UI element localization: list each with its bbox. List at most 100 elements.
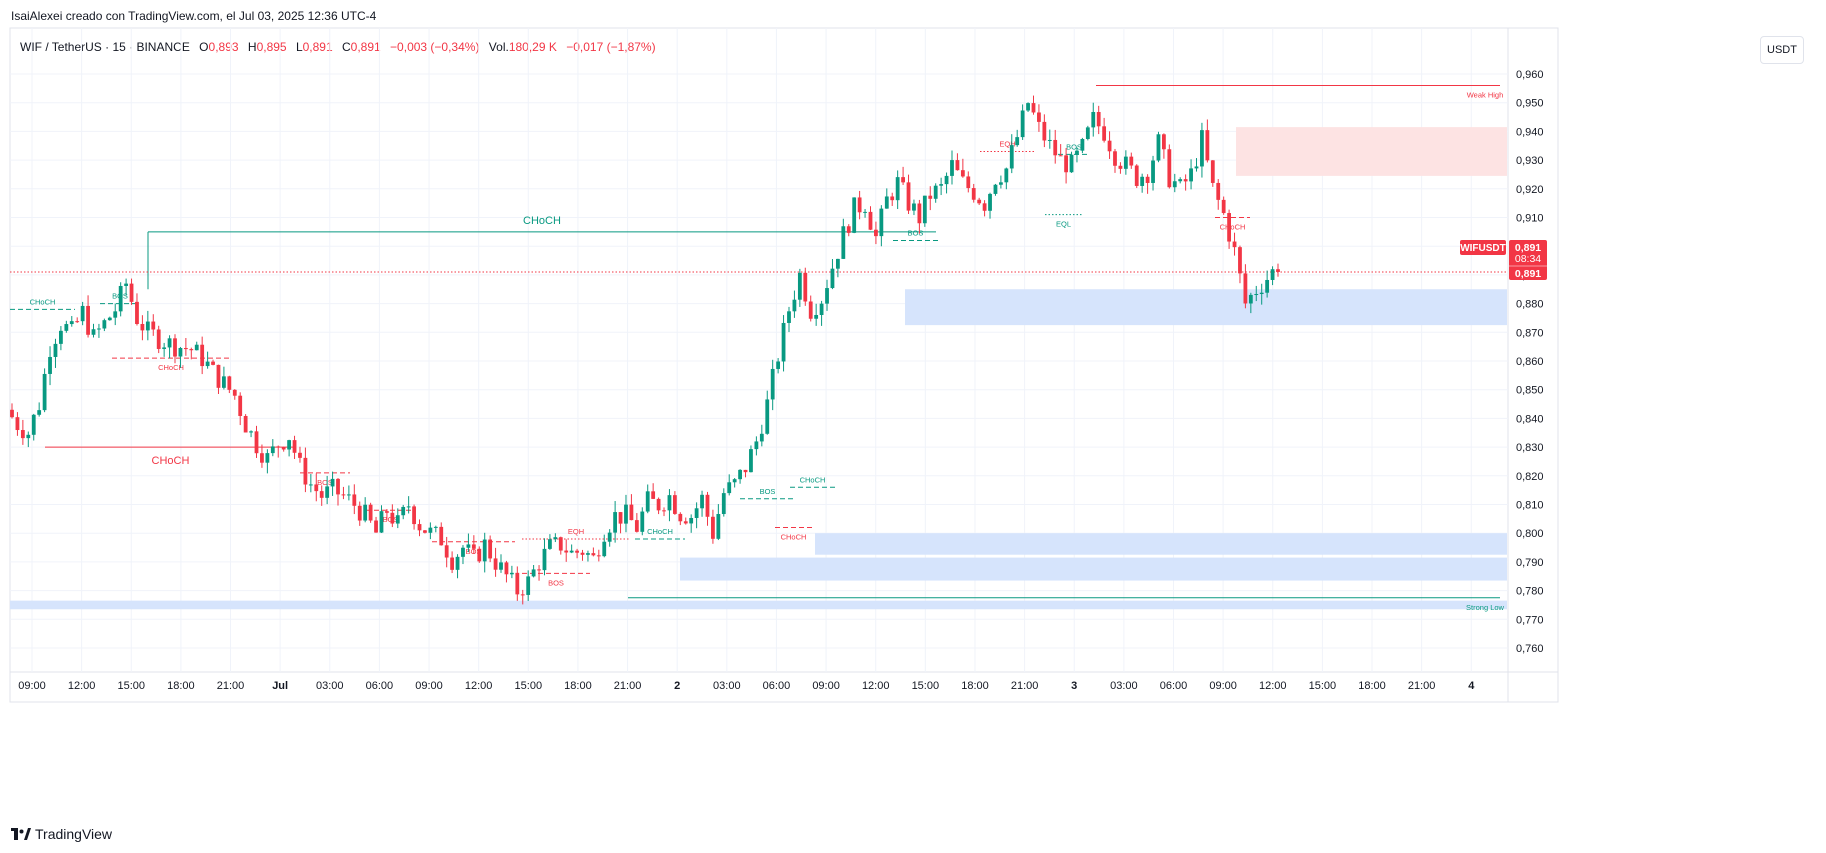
candle-body	[841, 226, 846, 259]
candle-body	[607, 532, 612, 542]
candle-body	[173, 338, 177, 357]
candle-body	[1276, 269, 1280, 273]
candle-body	[988, 193, 992, 211]
candle-body	[1232, 241, 1237, 248]
tradingview-logo[interactable]: TradingView	[11, 826, 112, 842]
x-tick-label: 03:00	[713, 680, 741, 692]
candle-body	[37, 410, 42, 415]
structure-label: CHoCH	[152, 455, 190, 467]
change-value: −0,003 (−0,34%)	[390, 40, 480, 54]
candle-body	[15, 417, 20, 431]
candle-body	[683, 521, 688, 524]
candle-body	[1221, 199, 1226, 214]
candle-body	[314, 484, 319, 492]
candle-body	[156, 329, 161, 349]
candle-body	[1009, 145, 1014, 169]
candle-body	[874, 229, 878, 237]
candle-body	[1004, 168, 1009, 183]
x-tick-label: 09:00	[812, 680, 840, 692]
candle-body	[1113, 151, 1117, 166]
x-tick-label: 09:00	[18, 680, 46, 692]
candle-body	[254, 431, 259, 454]
candle-body	[884, 196, 889, 209]
candle-body	[303, 457, 308, 485]
candle-body	[1134, 165, 1139, 186]
candle-body	[781, 322, 786, 362]
candle-body	[966, 176, 971, 189]
candle-body	[499, 562, 503, 570]
candle-body	[216, 364, 221, 388]
candle-body	[444, 545, 449, 558]
candle-body	[960, 170, 965, 177]
candle-body	[743, 469, 748, 473]
candle-body	[124, 283, 129, 286]
candle-body	[352, 494, 357, 506]
candle-body	[482, 539, 487, 562]
candle-body	[1031, 103, 1036, 113]
candle-body	[433, 526, 438, 528]
candle-body	[732, 479, 737, 483]
x-tick-label: 15:00	[515, 680, 543, 692]
candle-body	[140, 323, 145, 331]
candle-body	[640, 511, 645, 532]
symbol-name[interactable]: WIF / TetherUS · 15 · BINANCE	[20, 40, 190, 54]
open-label: O	[199, 40, 209, 54]
candle-body	[1243, 273, 1248, 304]
x-tick-label: 12:00	[465, 680, 493, 692]
candle-body	[1107, 140, 1112, 152]
y-tick-label: 0,880	[1516, 299, 1544, 311]
candle-body	[1227, 213, 1231, 242]
candle-body	[520, 594, 525, 596]
y-tick-label: 0,850	[1516, 385, 1544, 397]
candle-body	[537, 569, 541, 571]
candle-body	[276, 446, 281, 448]
candle-body	[1015, 137, 1020, 146]
candle-body	[151, 321, 156, 330]
candle-body	[678, 513, 683, 522]
candle-body	[488, 539, 493, 559]
currency-unit-button[interactable]: USDT	[1760, 36, 1804, 64]
candle-body	[509, 572, 514, 575]
candle-body	[31, 414, 36, 435]
candle-body	[1064, 155, 1068, 173]
structure-label: BOS	[1066, 142, 1082, 151]
candle-body	[1270, 269, 1275, 280]
candle-body	[260, 453, 264, 463]
candle-body	[178, 348, 183, 357]
y-tick-label: 0,800	[1516, 528, 1544, 540]
candle-body	[971, 188, 976, 200]
x-tick-label: 09:00	[415, 680, 443, 692]
candle-body	[629, 504, 634, 521]
y-tick-label: 0,940	[1516, 126, 1544, 138]
candle-body	[776, 361, 781, 369]
candle-body	[1075, 150, 1079, 155]
brand-name: TradingView	[35, 826, 113, 842]
candle-body	[189, 349, 194, 351]
candle-body	[211, 361, 215, 365]
candle-body	[1200, 130, 1204, 167]
x-tick-label: 2	[674, 680, 680, 692]
structure-label: EQH	[568, 527, 584, 536]
candle-body	[727, 482, 732, 494]
candle-body	[1189, 168, 1193, 182]
candle-body	[395, 515, 400, 524]
candle-body	[1091, 111, 1096, 128]
candle-body	[102, 320, 107, 329]
candle-body	[634, 520, 639, 532]
candle-body	[825, 288, 829, 304]
candle-body	[59, 330, 63, 344]
candle-body	[417, 524, 422, 531]
candle-body	[129, 283, 134, 302]
candle-body	[145, 321, 150, 331]
symbol-price-tag	[1460, 240, 1506, 255]
supply-zone	[1236, 127, 1507, 176]
candle-body	[298, 452, 302, 458]
volume-change: −0,017 (−1,87%)	[566, 40, 656, 54]
structure-label: BOS	[760, 487, 776, 496]
x-tick-label: 06:00	[1160, 680, 1188, 692]
candle-body	[466, 544, 471, 548]
candle-body	[135, 301, 139, 324]
x-tick-label: 03:00	[1110, 680, 1138, 692]
candle-body	[955, 160, 960, 171]
